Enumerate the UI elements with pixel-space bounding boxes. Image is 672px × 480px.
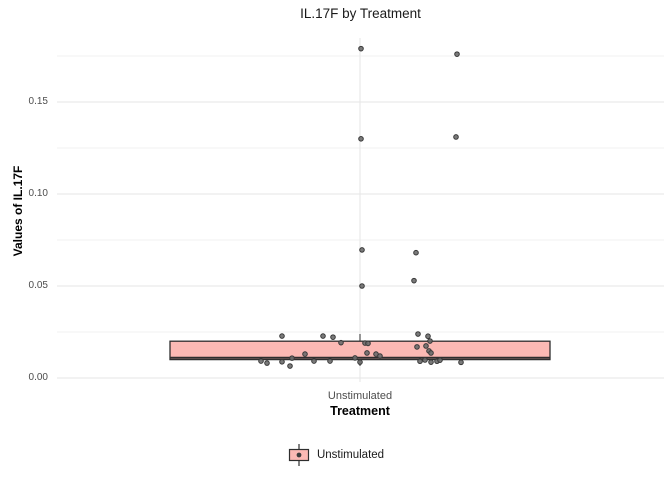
data-point (428, 359, 434, 365)
data-point (358, 45, 364, 52)
data-point (330, 334, 336, 340)
data-point (264, 360, 270, 366)
y-tick-label: 0.10 (28, 188, 48, 199)
data-point (454, 51, 460, 57)
data-point (425, 333, 431, 340)
data-point (338, 339, 344, 346)
data-point (453, 134, 459, 140)
data-point (358, 136, 364, 142)
data-point (279, 359, 285, 365)
data-point (311, 358, 317, 364)
data-point (302, 351, 308, 357)
data-point (287, 363, 293, 369)
data-point (413, 249, 419, 256)
data-point (327, 358, 333, 364)
data-point (359, 283, 365, 289)
data-point (437, 357, 443, 363)
data-point (417, 358, 423, 365)
plot-title: IL.17F by Treatment (300, 6, 421, 21)
data-point (423, 343, 429, 349)
legend: Unstimulated (0, 443, 672, 467)
legend-label: Unstimulated (316, 449, 385, 461)
data-point (279, 333, 285, 339)
legend-key-boxplot-icon (288, 444, 310, 466)
data-point (427, 338, 433, 344)
data-point (357, 359, 363, 365)
x-axis-title: Treatment (330, 404, 390, 418)
data-point (289, 355, 295, 361)
data-point (352, 355, 358, 361)
data-point (258, 358, 264, 364)
data-point (458, 359, 464, 366)
data-point (365, 340, 371, 347)
y-tick-label: 0.00 (28, 372, 48, 383)
y-tick-label: 0.15 (28, 96, 48, 107)
data-point (428, 350, 434, 356)
x-tick-label-unstimulated: Unstimulated (327, 390, 393, 402)
data-point (422, 357, 428, 363)
data-point (364, 350, 370, 356)
data-point (414, 344, 420, 350)
data-point (320, 333, 326, 339)
data-point (415, 331, 421, 337)
data-point (377, 353, 383, 359)
data-point (411, 277, 417, 284)
y-tick-label: 0.05 (28, 280, 48, 291)
data-point (359, 247, 365, 253)
